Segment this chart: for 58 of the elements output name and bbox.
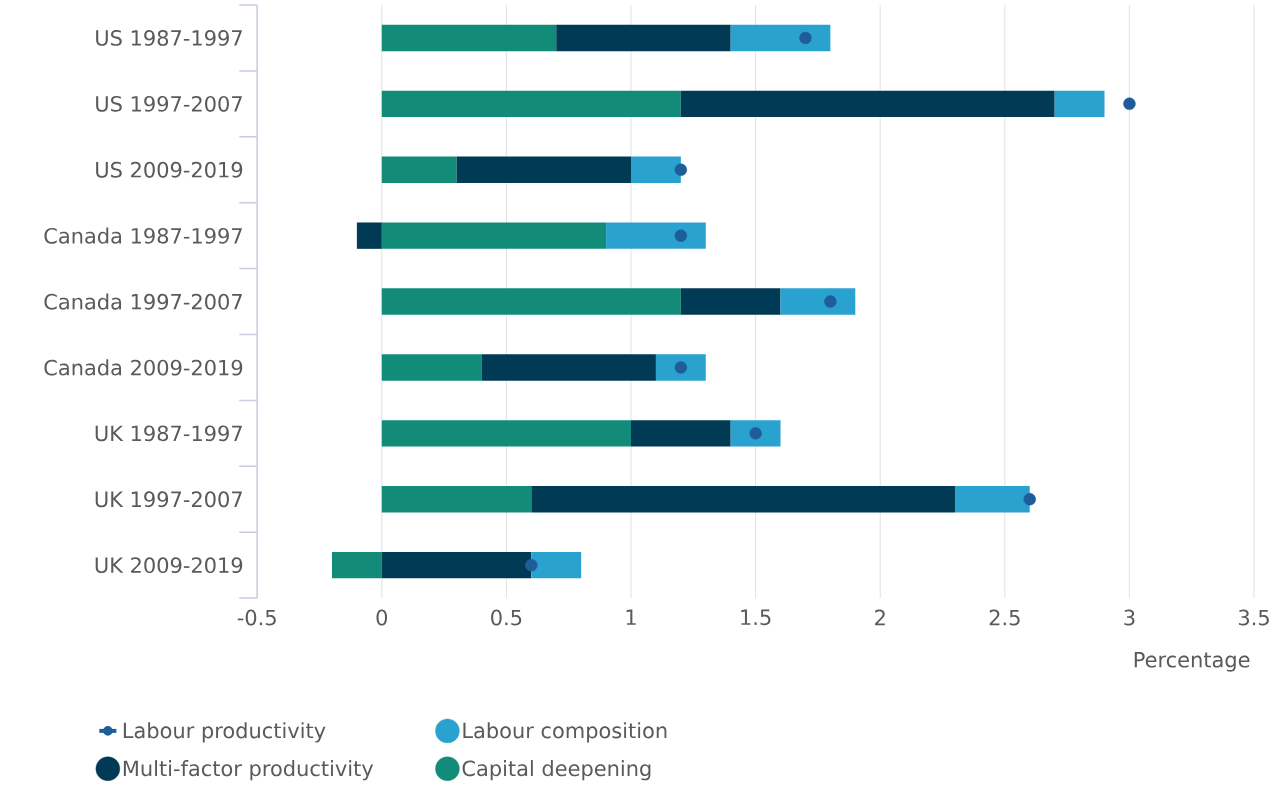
x-tick-label: 3.5 [1238,609,1269,626]
bar [481,354,656,381]
point [799,31,812,44]
bar [381,156,457,183]
bar [381,90,681,117]
y-tick-label: US 1987-1997 [96,29,242,46]
y-tick-label: Canada 2009-2019 [44,359,243,376]
y-tick-label: UK 1987-1997 [95,425,242,442]
x-tick-label: 2.5 [989,609,1020,626]
y-tick-label: Canada 1987-1997 [44,227,242,244]
y-tick-label: US 2009-2019 [96,161,243,178]
bar [680,90,1055,117]
x-tick-label: 0.5 [491,609,522,626]
bar [780,288,856,315]
point [525,558,538,572]
bar [556,24,731,51]
bar [381,354,482,381]
legend-label: Multi-factor productivity [123,759,374,781]
y-tick-label: Canada 1997-2007 [44,293,242,310]
point [674,361,688,374]
point [1123,97,1136,110]
bar [381,222,607,249]
point [824,295,837,308]
x-tick-label: 0 [376,609,388,626]
bar [954,485,1030,513]
bar [381,24,557,51]
bar [730,24,831,51]
x-tick-label: 1.5 [741,609,771,625]
point [749,426,762,440]
bar [531,551,582,579]
x-tick-label: -0.5 [237,609,276,626]
legend-label: Labour productivity [123,721,326,743]
bar [655,354,706,381]
bar [680,288,781,315]
x-tick-label: 3 [1124,609,1135,626]
y-tick-label: UK 2009-2019 [95,557,243,573]
bar [631,419,731,447]
legend-label: Labour composition [463,721,667,743]
point [674,229,688,242]
x-tick-label: 2 [875,609,885,625]
bar [1054,90,1105,117]
point [1023,492,1036,506]
point [674,163,688,176]
x-axis-title: Percentage [1134,651,1250,672]
legend-label: Capital deepening [462,759,651,781]
bar [606,222,706,249]
bar [381,485,532,513]
y-tick-label: US 1997-2007 [96,95,242,112]
bar [381,419,631,447]
bar [331,551,382,579]
bar [381,288,681,315]
bar [531,485,955,513]
x-tick-label: 1 [626,609,636,625]
bar [356,222,382,249]
y-tick-label: UK 1997-2007 [95,491,242,507]
bar [381,551,532,579]
bar [456,156,631,183]
bar [631,156,681,183]
